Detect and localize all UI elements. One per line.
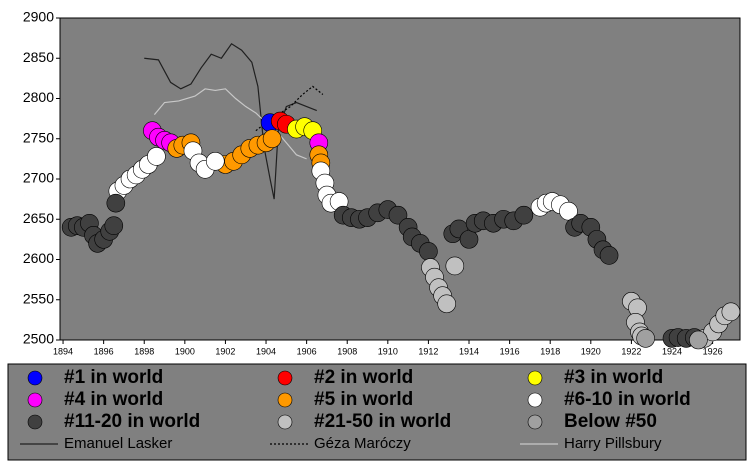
x-tick-label: 1912 (418, 346, 438, 356)
legend-label: Harry Pillsbury (564, 435, 662, 452)
x-tick-label: 1914 (459, 346, 479, 356)
legend-label: #21-50 in world (314, 411, 451, 432)
y-tick-label: 2900 (23, 9, 54, 25)
x-tick-label: 1910 (378, 346, 398, 356)
legend-marker (27, 392, 43, 408)
rating-point (636, 329, 655, 348)
rating-point (559, 201, 578, 221)
legend-label: #4 in world (64, 389, 163, 410)
x-tick-label: 1894 (53, 346, 73, 356)
x-tick-label: 1922 (621, 346, 641, 356)
legend-marker (527, 392, 543, 408)
legend-marker (277, 370, 293, 386)
legend-marker (27, 370, 43, 386)
plot-area (59, 17, 741, 341)
legend-box (7, 363, 747, 461)
rating-point (514, 205, 534, 225)
x-tick-label: 1904 (256, 346, 276, 356)
legend-label: #5 in world (314, 389, 413, 410)
legend-marker (27, 414, 43, 430)
rating-line (144, 42, 317, 200)
legend-label: #3 in world (564, 367, 663, 388)
rating-point (388, 205, 408, 225)
x-tick-label: 1908 (337, 346, 357, 356)
legend-label: #2 in world (314, 367, 413, 388)
legend-label: Géza Maróczy (314, 435, 411, 452)
y-tick-label: 2550 (23, 290, 54, 306)
legend-marker (277, 414, 293, 430)
y-tick-label: 2650 (23, 210, 54, 226)
y-tick-label: 2500 (23, 331, 54, 347)
x-tick-label: 1906 (297, 346, 317, 356)
legend-marker (277, 392, 293, 408)
x-tick-label: 1918 (540, 346, 560, 356)
plot-marks (61, 42, 741, 350)
y-tick-label: 2850 (23, 49, 54, 65)
x-tick-label: 1900 (175, 346, 195, 356)
y-tick-label: 2750 (23, 129, 54, 145)
rating-point (106, 193, 126, 213)
x-tick-label: 1926 (703, 346, 723, 356)
x-tick-label: 1916 (500, 346, 520, 356)
y-tick-label: 2700 (23, 170, 54, 186)
rating-point (262, 129, 282, 149)
legend-marker (527, 414, 543, 430)
legend-label: #1 in world (64, 367, 163, 388)
rating-point (459, 230, 479, 249)
rating-point (599, 246, 619, 265)
legend-marker (527, 370, 543, 386)
rating-point (147, 147, 166, 166)
x-tick-label: 1898 (134, 346, 154, 356)
x-tick-label: 1896 (94, 346, 114, 356)
legend-label: Emanuel Lasker (64, 435, 172, 452)
y-tick-label: 2800 (23, 89, 54, 105)
y-tick-label: 2600 (23, 250, 54, 266)
rating-line (153, 88, 307, 160)
legend-label: #6-10 in world (564, 389, 691, 410)
rating-point (419, 242, 438, 261)
x-tick-label: 1902 (215, 346, 235, 356)
rating-point (104, 216, 124, 235)
rating-point (721, 302, 741, 322)
rating-point (437, 294, 456, 314)
x-tick-label: 1920 (581, 346, 601, 356)
x-tick-label: 1924 (662, 346, 682, 356)
rating-point (445, 256, 465, 276)
legend-label: #11-20 in world (64, 411, 200, 432)
rating-point (205, 151, 225, 171)
legend-label: Below #50 (564, 411, 657, 432)
rating-point (689, 330, 708, 350)
